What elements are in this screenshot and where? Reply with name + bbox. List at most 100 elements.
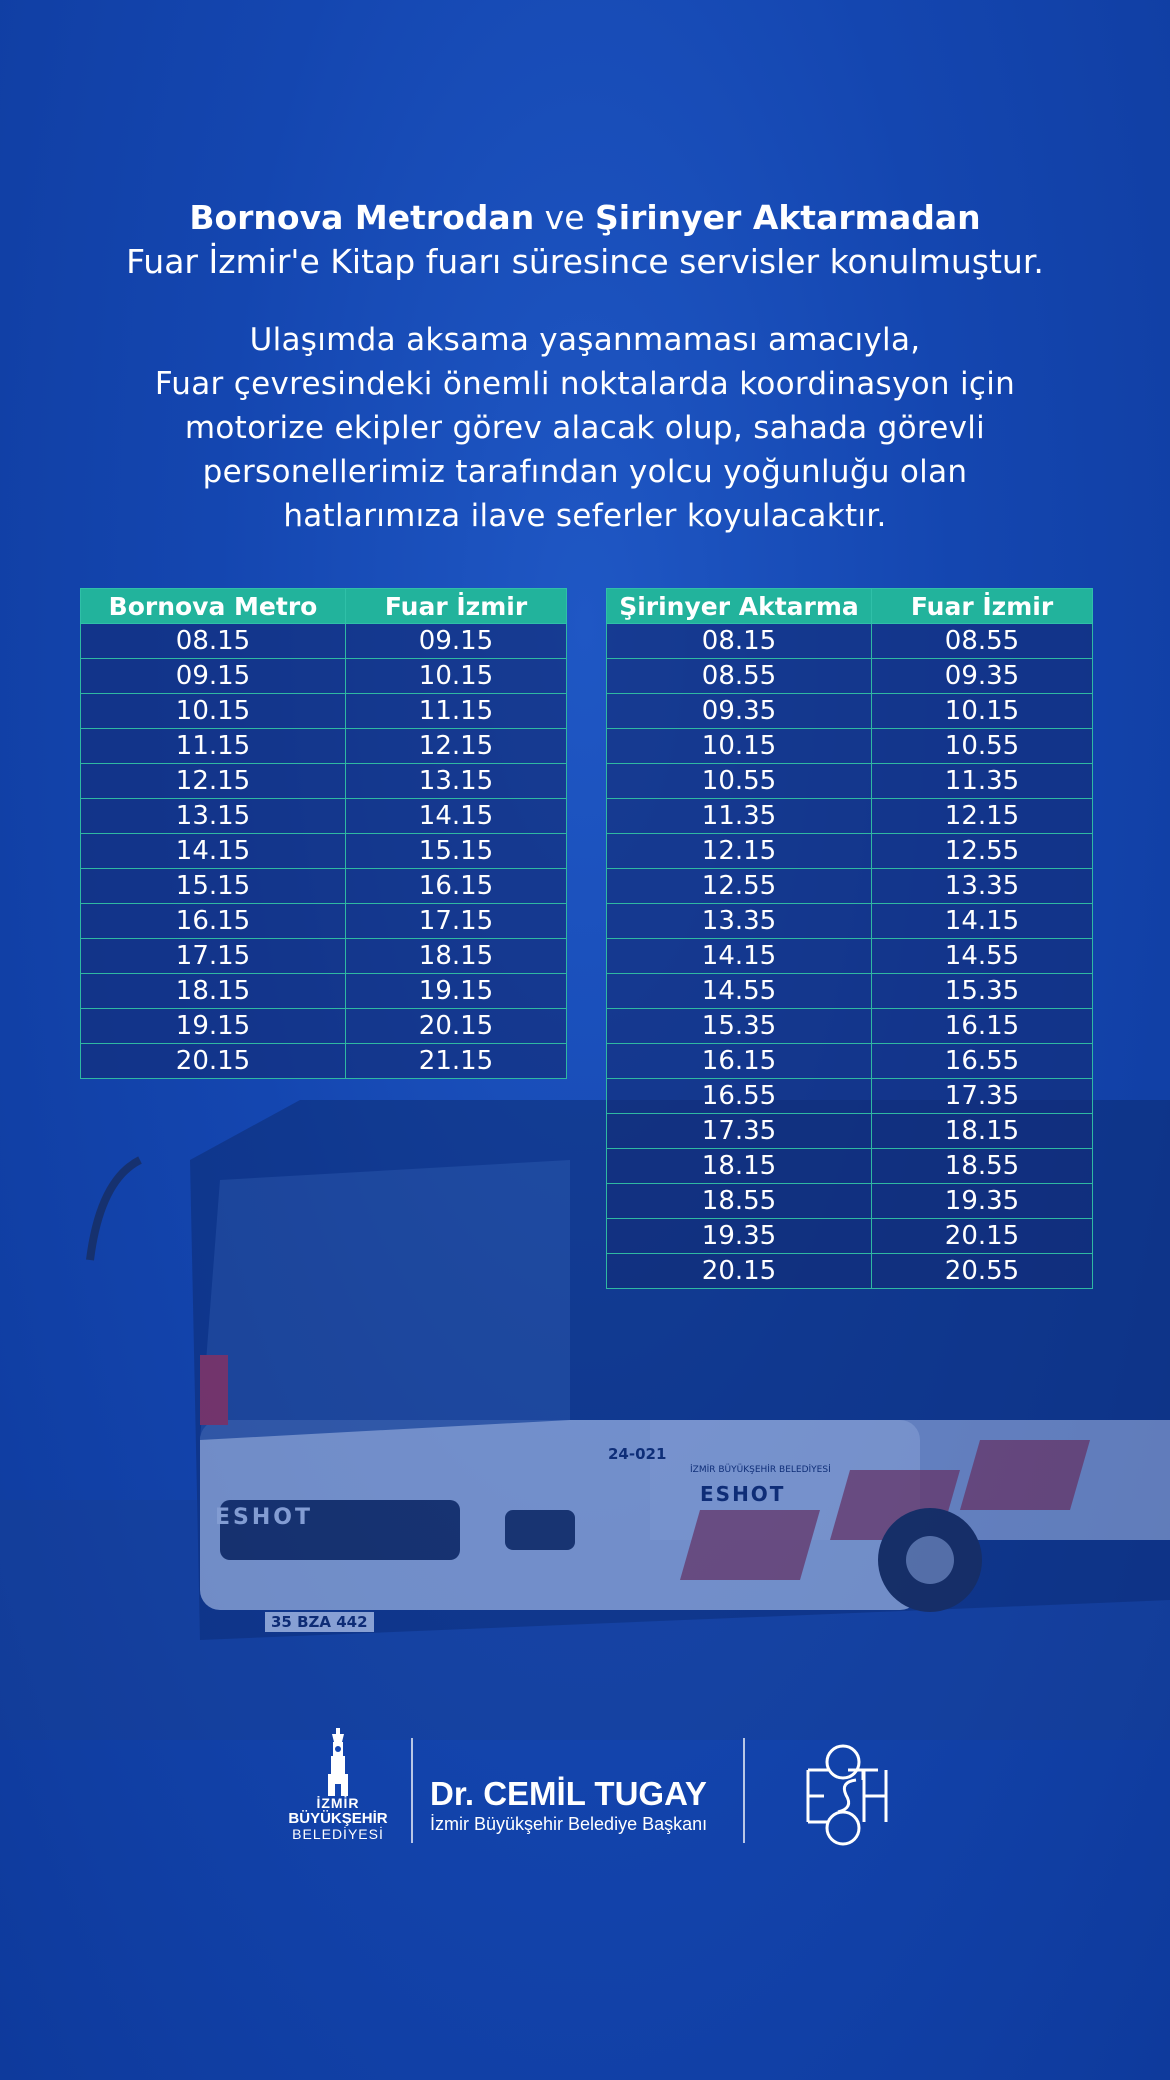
column-header-fuar-izmir: Fuar İzmir bbox=[871, 588, 1093, 624]
arrival-time-cell: 20.15 bbox=[871, 1218, 1093, 1254]
departure-time-cell: 10.55 bbox=[606, 763, 872, 799]
mayor-name: Dr. CEMİL TUGAY bbox=[430, 1775, 707, 1812]
sirinyer-schedule-body: 08.15 08.55 08.55 09.35 09.35 10.15 10.15 10.55… bbox=[606, 623, 1093, 1289]
arrival-time-cell: 12.55 bbox=[871, 833, 1093, 869]
arrival-time-cell: 19.35 bbox=[871, 1183, 1093, 1219]
table-row: 14.15 14.55 bbox=[606, 938, 1093, 974]
footer-divider bbox=[411, 1738, 413, 1843]
table-row: 12.15 13.15 bbox=[80, 763, 567, 799]
departure-time-cell: 09.15 bbox=[80, 658, 346, 694]
departure-time-cell: 20.15 bbox=[606, 1253, 872, 1289]
arrival-time-cell: 16.55 bbox=[871, 1043, 1093, 1079]
bornova-schedule-table: Bornova Metro Fuar İzmir 08.15 09.15 09.15… bbox=[80, 588, 567, 1079]
mayor-title: İzmir Büyükşehir Belediye Başkanı bbox=[430, 1814, 708, 1834]
table-row: 08.55 09.35 bbox=[606, 658, 1093, 694]
table-row: 08.15 08.55 bbox=[606, 623, 1093, 659]
arrival-time-cell: 19.15 bbox=[345, 973, 567, 1009]
departure-time-cell: 11.15 bbox=[80, 728, 346, 764]
arrival-time-cell: 16.15 bbox=[345, 868, 567, 904]
departure-time-cell: 10.15 bbox=[80, 693, 346, 729]
table-row: 08.15 09.15 bbox=[80, 623, 567, 659]
arrival-time-cell: 09.15 bbox=[345, 623, 567, 659]
bus-license-plate: 35 BZA 442 bbox=[265, 1612, 374, 1632]
bus-side-label: ESHOT bbox=[700, 1482, 786, 1506]
arrival-time-cell: 15.15 bbox=[345, 833, 567, 869]
table-row: 09.15 10.15 bbox=[80, 658, 567, 694]
arrival-time-cell: 18.15 bbox=[345, 938, 567, 974]
table-row: 11.35 12.15 bbox=[606, 798, 1093, 834]
table-row: 17.15 18.15 bbox=[80, 938, 567, 974]
table-row: 18.55 19.35 bbox=[606, 1183, 1093, 1219]
departure-time-cell: 18.55 bbox=[606, 1183, 872, 1219]
departure-time-cell: 12.15 bbox=[606, 833, 872, 869]
table-row: 18.15 18.55 bbox=[606, 1148, 1093, 1184]
departure-time-cell: 19.35 bbox=[606, 1218, 872, 1254]
arrival-time-cell: 13.15 bbox=[345, 763, 567, 799]
departure-time-cell: 08.55 bbox=[606, 658, 872, 694]
table-row: 10.15 11.15 bbox=[80, 693, 567, 729]
table-row: 19.35 20.15 bbox=[606, 1218, 1093, 1254]
info-paragraph: Ulaşımda aksama yaşanmaması amacıyla, Fu… bbox=[0, 318, 1170, 538]
arrival-time-cell: 14.55 bbox=[871, 938, 1093, 974]
table-row: 15.35 16.15 bbox=[606, 1008, 1093, 1044]
footer: İZMİR BÜYÜKŞEHİR BELEDİYESİ Dr. CEMİL TU… bbox=[0, 1720, 1170, 1860]
eshot-logo-icon bbox=[806, 1744, 888, 1846]
footer-divider bbox=[743, 1738, 745, 1843]
departure-time-cell: 17.15 bbox=[80, 938, 346, 974]
arrival-time-cell: 18.15 bbox=[871, 1113, 1093, 1149]
departure-time-cell: 14.15 bbox=[80, 833, 346, 869]
departure-time-cell: 12.15 bbox=[80, 763, 346, 799]
bornova-schedule-body: 08.15 09.15 09.15 10.15 10.15 11.15 11.15 12.15… bbox=[80, 623, 567, 1079]
arrival-time-cell: 20.15 bbox=[345, 1008, 567, 1044]
table-header-row: Şirinyer Aktarma Fuar İzmir bbox=[606, 588, 1093, 624]
mayor-signature: Dr. CEMİL TUGAY İzmir Büyükşehir Belediy… bbox=[430, 1776, 710, 1836]
headline-subtitle: Fuar İzmir'e Kitap fuarı süresince servi… bbox=[126, 242, 1044, 281]
intro-section: Bornova Metrodan ve Şirinyer Aktarmadan … bbox=[0, 196, 1170, 538]
arrival-time-cell: 10.15 bbox=[345, 658, 567, 694]
arrival-time-cell: 10.55 bbox=[871, 728, 1093, 764]
table-row: 14.55 15.35 bbox=[606, 973, 1093, 1009]
table-row: 12.15 12.55 bbox=[606, 833, 1093, 869]
column-header-bornova-metro: Bornova Metro bbox=[80, 588, 346, 624]
departure-time-cell: 15.35 bbox=[606, 1008, 872, 1044]
arrival-time-cell: 14.15 bbox=[345, 798, 567, 834]
departure-time-cell: 16.15 bbox=[80, 903, 346, 939]
departure-time-cell: 16.15 bbox=[606, 1043, 872, 1079]
departure-time-cell: 12.55 bbox=[606, 868, 872, 904]
logo-text-izmir: İZMİR bbox=[316, 1795, 360, 1811]
table-row: 17.35 18.15 bbox=[606, 1113, 1093, 1149]
sirinyer-schedule-table: Şirinyer Aktarma Fuar İzmir 08.15 08.55 08… bbox=[606, 588, 1093, 1289]
info-line: personellerimiz tarafından yolcu yoğunlu… bbox=[202, 454, 968, 490]
arrival-time-cell: 09.35 bbox=[871, 658, 1093, 694]
table-row: 20.15 21.15 bbox=[80, 1043, 567, 1079]
departure-time-cell: 20.15 bbox=[80, 1043, 346, 1079]
departure-time-cell: 09.35 bbox=[606, 693, 872, 729]
arrival-time-cell: 11.35 bbox=[871, 763, 1093, 799]
bus-fleet-number: 24-021 bbox=[608, 1445, 667, 1463]
table-row: 19.15 20.15 bbox=[80, 1008, 567, 1044]
table-row: 12.55 13.35 bbox=[606, 868, 1093, 904]
izmir-municipality-logo: İZMİR BÜYÜKŞEHİR BELEDİYESİ bbox=[283, 1728, 393, 1853]
info-line: Fuar çevresindeki önemli noktalarda koor… bbox=[154, 366, 1016, 402]
arrival-time-cell: 12.15 bbox=[871, 798, 1093, 834]
arrival-time-cell: 15.35 bbox=[871, 973, 1093, 1009]
departure-time-cell: 08.15 bbox=[80, 623, 346, 659]
table-row: 10.55 11.35 bbox=[606, 763, 1093, 799]
departure-time-cell: 18.15 bbox=[606, 1148, 872, 1184]
arrival-time-cell: 10.15 bbox=[871, 693, 1093, 729]
departure-time-cell: 13.35 bbox=[606, 903, 872, 939]
clock-tower-icon bbox=[328, 1728, 348, 1796]
arrival-time-cell: 17.15 bbox=[345, 903, 567, 939]
headline: Bornova Metrodan ve Şirinyer Aktarmadan … bbox=[0, 196, 1170, 284]
arrival-time-cell: 08.55 bbox=[871, 623, 1093, 659]
table-row: 16.15 16.55 bbox=[606, 1043, 1093, 1079]
arrival-time-cell: 12.15 bbox=[345, 728, 567, 764]
arrival-time-cell: 21.15 bbox=[345, 1043, 567, 1079]
info-line: hatlarımıza ilave seferler koyulacaktır. bbox=[283, 498, 887, 534]
table-row: 09.35 10.15 bbox=[606, 693, 1093, 729]
logo-text-buyuksehir: BÜYÜKŞEHİR bbox=[288, 1810, 388, 1827]
table-row: 11.15 12.15 bbox=[80, 728, 567, 764]
logo-text-belediyesi: BELEDİYESİ bbox=[292, 1826, 384, 1842]
table-row: 15.15 16.15 bbox=[80, 868, 567, 904]
departure-time-cell: 17.35 bbox=[606, 1113, 872, 1149]
